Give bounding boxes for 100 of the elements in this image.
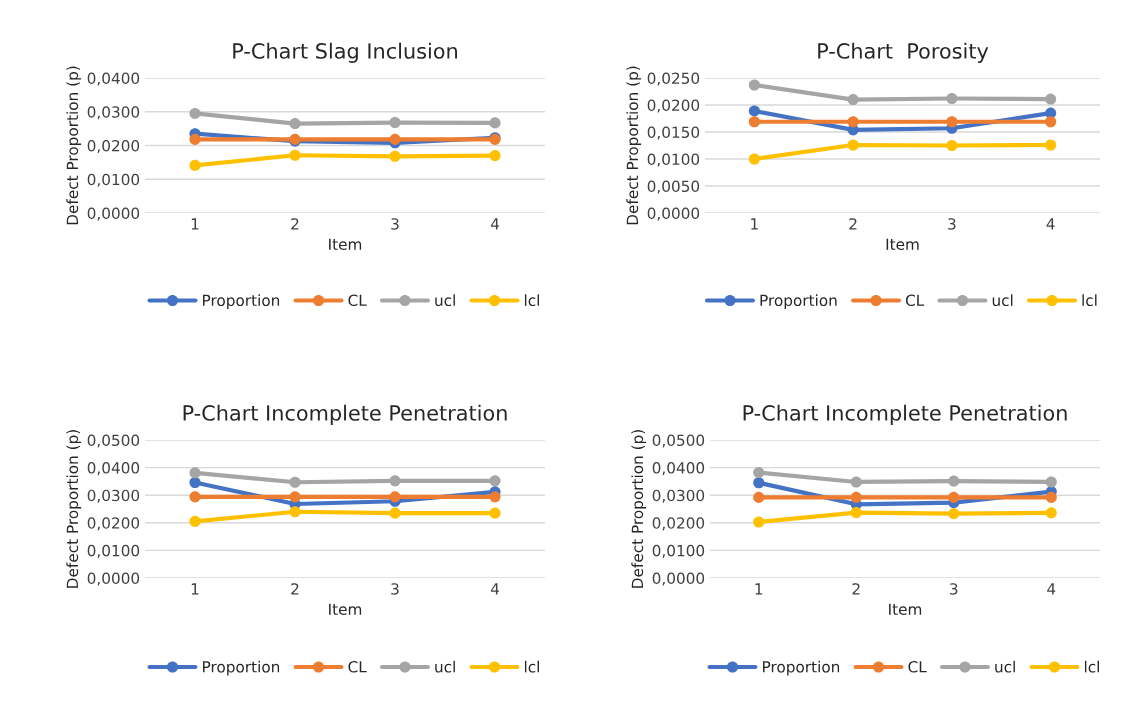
legend-label: ucl: [435, 294, 455, 307]
x-tick-label: 1: [191, 218, 199, 230]
point: [748, 79, 760, 91]
point: [189, 491, 201, 503]
point: [189, 107, 201, 119]
point: [748, 116, 760, 128]
x-tick-label: 4: [1047, 583, 1056, 595]
point: [489, 150, 501, 162]
point: [1045, 491, 1057, 503]
legend-label: ucl: [995, 660, 1015, 673]
legend-label: lcl: [524, 660, 539, 673]
y-tick-label: 0,0300: [87, 489, 140, 503]
point: [850, 507, 862, 519]
point: [189, 133, 201, 145]
legend-label: ucl: [992, 294, 1013, 307]
point: [389, 150, 401, 162]
x-tick-label: 2: [849, 218, 857, 230]
legend-label: ucl: [435, 660, 455, 673]
point: [948, 508, 960, 520]
y-tick-label: 0,0100: [87, 544, 140, 558]
point: [850, 476, 862, 488]
legend-label: lcl: [1084, 660, 1099, 673]
y-tick-label: 0,0050: [647, 180, 700, 194]
chart-title: P-Chart Incomplete Penetration: [743, 404, 1067, 425]
legend-label: CL: [348, 294, 367, 307]
x-axis-title: Item: [329, 603, 362, 616]
x-tick-label: 3: [391, 218, 399, 230]
x-tick-label: 3: [391, 583, 399, 595]
x-tick-label: 3: [948, 218, 956, 230]
point: [389, 116, 401, 129]
point: [753, 516, 765, 528]
y-tick-label: 0,0100: [652, 544, 705, 558]
y-tick-label: 0,0300: [652, 489, 705, 503]
point: [1045, 116, 1057, 128]
x-tick-label: 2: [291, 218, 299, 230]
point: [847, 116, 859, 128]
x-axis-title: Item: [329, 238, 362, 251]
legend-label: CL: [908, 661, 927, 673]
x-tick-label: 1: [751, 218, 758, 230]
x-tick-label: 2: [291, 583, 299, 595]
y-tick-label: 0,0400: [652, 462, 705, 476]
point: [847, 94, 859, 106]
legend-label: Proportion: [760, 294, 837, 310]
point: [189, 476, 201, 489]
legend-label: lcl: [524, 294, 539, 307]
y-tick-label: 0,0200: [652, 517, 705, 531]
y-tick-label: 0,0100: [87, 173, 140, 187]
point: [946, 116, 958, 128]
x-axis-title: Item: [889, 603, 922, 616]
y-tick-label: 0,0000: [652, 572, 705, 586]
x-tick-label: 2: [852, 583, 860, 595]
point: [1045, 139, 1057, 151]
point: [289, 149, 301, 161]
y-axis-title: Defect Proportion (p): [626, 66, 642, 225]
y-axis-title: Defect Proportion (p): [66, 430, 82, 588]
point: [189, 515, 201, 527]
point: [289, 476, 301, 488]
chart-title: P-Chart Incomplete Penetration: [183, 404, 507, 425]
y-tick-label: 0,0200: [87, 517, 140, 531]
y-tick-label: 0,0500: [87, 434, 140, 448]
y-tick-label: 0,0400: [87, 72, 140, 86]
point: [748, 105, 760, 117]
point: [748, 153, 760, 165]
point: [753, 491, 765, 503]
point: [189, 467, 201, 479]
point: [948, 475, 960, 487]
legend-label: CL: [348, 661, 367, 673]
point: [389, 507, 401, 519]
y-tick-label: 0,0150: [647, 126, 700, 140]
legend-label: lcl: [1082, 294, 1097, 307]
chart-title: P-Chart Slag Inclusion: [233, 42, 457, 63]
point: [753, 477, 765, 489]
y-tick-label: 0,0250: [647, 72, 700, 86]
point: [389, 475, 401, 487]
x-tick-label: 3: [950, 583, 958, 595]
point: [946, 139, 958, 152]
y-tick-label: 0,0200: [647, 99, 700, 113]
y-tick-label: 0,0400: [87, 462, 140, 476]
point: [189, 159, 201, 171]
x-tick-label: 4: [490, 583, 499, 595]
point: [948, 491, 960, 503]
chart-title: P-Chart Porosity: [818, 42, 989, 63]
point: [489, 475, 501, 487]
point: [946, 92, 958, 105]
x-tick-label: 1: [755, 583, 763, 595]
point: [753, 467, 765, 479]
x-axis-title: Item: [886, 238, 919, 251]
point: [1045, 507, 1057, 519]
legend-label: CL: [905, 294, 925, 307]
x-tick-label: 1: [191, 583, 199, 595]
y-axis-title: Defect Proportion (p): [66, 66, 82, 225]
legend-label: Proportion: [203, 660, 280, 676]
y-tick-label: 0,0300: [87, 106, 140, 120]
y-tick-label: 0,0000: [87, 572, 140, 586]
y-tick-label: 0,0200: [87, 139, 140, 154]
legend-label: Proportion: [203, 294, 280, 310]
y-tick-label: 0,0000: [647, 207, 700, 221]
point: [389, 133, 401, 145]
x-tick-label: 4: [490, 218, 499, 230]
point: [1045, 476, 1057, 488]
